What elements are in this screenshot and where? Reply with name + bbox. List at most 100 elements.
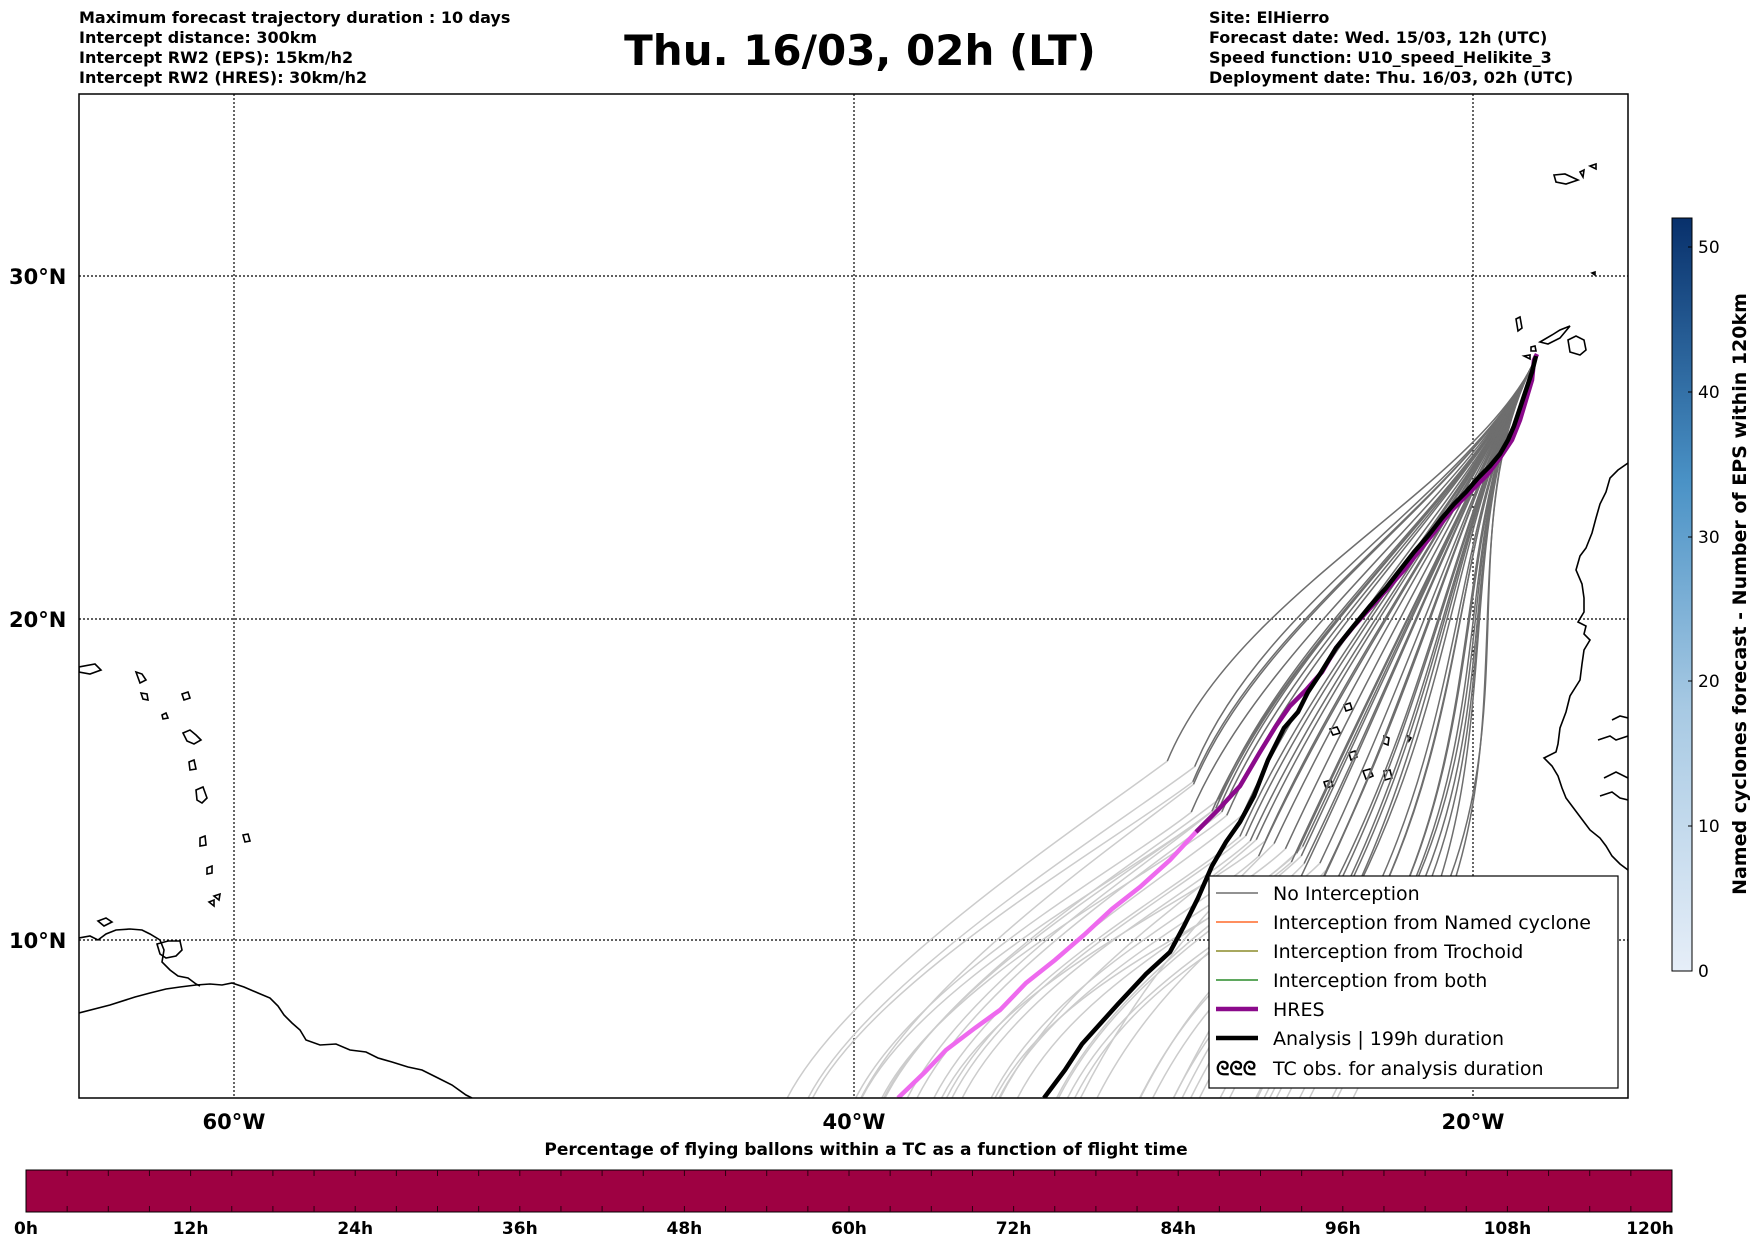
lon-label-20w: 20°W [1442, 1110, 1505, 1134]
ensemble-trajectory-late [998, 848, 1286, 1098]
lat-label-30n: 30°N [9, 265, 66, 289]
header-left-info: Maximum forecast trajectory duration : 1… [79, 8, 510, 88]
header-left-line: Intercept RW2 (HRES): 30km/h2 [79, 68, 368, 87]
header-right-line: Forecast date: Wed. 15/03, 12h (UTC) [1209, 28, 1548, 47]
island-barbados [241, 833, 252, 843]
bottom-colorbar-tick-label: 72h [996, 1219, 1032, 1239]
island-martinique [195, 785, 208, 805]
island-guadeloupe [181, 729, 203, 745]
island-acores [1587, 162, 1597, 171]
island-stvincent [206, 864, 213, 875]
ensemble-trajectory-late [961, 840, 1251, 1098]
coast-africa [1542, 462, 1628, 871]
legend-label-trochoid: Interception from Trochoid [1273, 941, 1523, 963]
island-canary-hierro [1521, 354, 1531, 361]
island-antigua [180, 690, 192, 702]
hres-trajectory [1194, 352, 1540, 834]
ensemble-trajectory [1382, 357, 1537, 936]
island-canary-tenerife [1537, 325, 1571, 345]
island-grenada [212, 892, 222, 902]
side-colorbar-tick-label: 40 [1698, 383, 1720, 403]
bottom-colorbar-tick-label: 24h [337, 1219, 373, 1239]
coast-africa-bits [1597, 715, 1628, 801]
lat-label-10n: 10°N [9, 929, 66, 953]
island-anguilla [139, 691, 149, 702]
ensemble-trajectory-late [906, 810, 1213, 1098]
hres-trajectory-late [896, 830, 1198, 1098]
lon-label-60w: 60°W [203, 1110, 266, 1134]
page-title: Thu. 16/03, 02h (LT) [624, 26, 1096, 75]
bottom-colorbar-tick-label: 60h [831, 1219, 867, 1239]
cyclone-symbol-icon: ᘓᘓᘓ [1216, 1058, 1256, 1080]
ensemble-trajectory-late [786, 760, 1168, 1098]
ensemble-trajectory-late [940, 840, 1266, 1098]
ensemble-trajectory-late [945, 835, 1241, 1098]
bottom-colorbar-tick-label: 0h [14, 1219, 38, 1239]
island-canary-gomera [1530, 345, 1537, 352]
header-right-line: Deployment date: Thu. 16/03, 02h (UTC) [1209, 68, 1574, 87]
ensemble-trajectory-late [860, 783, 1194, 1098]
analysis-trajectory [1042, 355, 1539, 1098]
island-savage [1590, 270, 1596, 277]
header-left-line: Intercept RW2 (EPS): 15km/h2 [79, 48, 354, 67]
island-tobago [207, 898, 215, 908]
ensemble-trajectory-late [881, 814, 1228, 1098]
ensemble-trajectory [1241, 357, 1537, 816]
legend-label-analysis: Analysis | 199h duration [1273, 1028, 1504, 1050]
ensemble-trajectory-late [860, 807, 1217, 1098]
island-cape-verde-1 [1348, 749, 1358, 762]
island-virgin [134, 670, 148, 685]
ensemble-trajectory-late [854, 811, 1192, 1098]
ensemble-trajectory [1303, 357, 1537, 864]
bottom-colorbar-tick-label: 120h [1626, 1219, 1674, 1239]
island-canary-lapalma [1515, 315, 1523, 333]
bottom-colorbar-tick-label: 12h [173, 1219, 209, 1239]
bottom-colorbar-title: Percentage of flying ballons within a TC… [544, 1140, 1187, 1160]
legend-box [1208, 875, 1619, 1089]
legend-label-both: Interception from both [1273, 970, 1487, 992]
ensemble-trajectory-late [811, 781, 1194, 1098]
header-left-line: Intercept distance: 300km [79, 28, 318, 47]
bottom-colorbar-tick-label: 36h [502, 1219, 538, 1239]
map-frame [78, 93, 1629, 1099]
island-puertorico [79, 663, 103, 675]
bottom-colorbar-tick-label: 84h [1160, 1219, 1196, 1239]
island-cape-verde-7 [1342, 701, 1354, 713]
ensemble-trajectory [1342, 357, 1537, 917]
island-madeira [1552, 173, 1581, 185]
trajectories-early [1166, 357, 1537, 970]
island-small-antilles [96, 917, 114, 927]
island-madeira-east [1578, 168, 1586, 180]
island-canary-gran [1567, 335, 1587, 356]
side-colorbar-tick-label: 20 [1698, 672, 1720, 692]
header-right-line: Speed function: U10_speed_Helikite_3 [1209, 48, 1552, 67]
side-colorbar-tick-label: 10 [1698, 817, 1720, 837]
legend-label-no-interception: No Interception [1273, 883, 1420, 905]
ensemble-trajectory-late [1079, 843, 1275, 1098]
island-dominica [188, 758, 197, 771]
ensemble-trajectory [1273, 357, 1537, 844]
bottom-colorbar-tick-label: 108h [1484, 1219, 1532, 1239]
coast-venezuela-west [79, 928, 201, 987]
legend-label-tc-obs: TC obs. for analysis duration [1272, 1058, 1544, 1080]
ensemble-trajectory [1190, 357, 1537, 813]
island-cape-verde-2 [1361, 768, 1375, 781]
lat-label-20n: 20°N [9, 608, 66, 632]
legend-label-named-cyclone: Interception from Named cyclone [1273, 912, 1591, 934]
ensemble-trajectory [1166, 357, 1537, 762]
ensemble-trajectory [1255, 357, 1537, 841]
lon-label-40w: 40°W [823, 1110, 886, 1134]
island-stlucia [199, 834, 207, 847]
header-right-line: Site: ElHierro [1209, 8, 1330, 27]
island-cape-verde-6 [1328, 726, 1342, 736]
ensemble-trajectory-late [807, 766, 1196, 1098]
legend: No Interception Interception from Named … [1208, 875, 1619, 1089]
coast-south-america [79, 982, 473, 1098]
bottom-colorbar: Percentage of flying ballons within a TC… [14, 1140, 1674, 1239]
ensemble-trajectory-late [1055, 846, 1304, 1098]
side-colorbar-label: Named cyclones forecast - Number of EPS … [1729, 293, 1751, 895]
island-stkitts [161, 711, 170, 720]
header-left-line: Maximum forecast trajectory duration : 1… [79, 8, 511, 27]
side-colorbar-tick-label: 50 [1698, 238, 1720, 258]
